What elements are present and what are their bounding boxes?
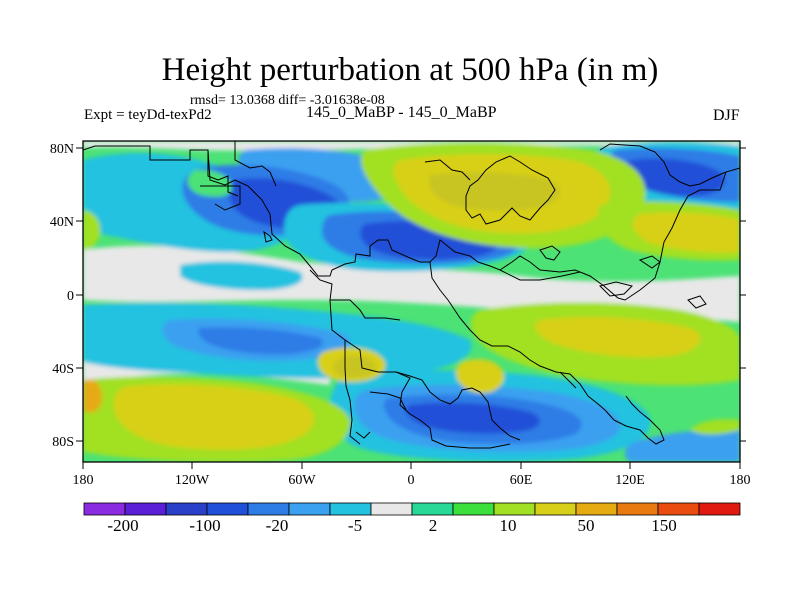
colorbar-swatch (452, 502, 495, 516)
colorbar-swatch (370, 502, 413, 516)
lon-tick-label: 60E (510, 473, 533, 488)
contour-field (83, 141, 740, 462)
season-label: DJF (713, 107, 740, 124)
figure-title: Height perturbation at 500 hPa (in m) (161, 52, 659, 88)
rmsd-diff-stats: rmsd= 13.0368 diff= -3.01638e-08 (190, 93, 385, 108)
colorbar-swatch (698, 502, 741, 516)
colorbar-label: -5 (348, 516, 362, 535)
colorbar-swatch (247, 502, 290, 516)
colorbar-swatch (534, 502, 577, 516)
lat-tick-label: 40S (52, 362, 74, 377)
lon-tick-label: 60W (288, 473, 316, 488)
lon-tick-label: 120W (175, 473, 210, 488)
colorbar-label: -200 (107, 516, 138, 535)
lon-tick-label: 0 (408, 473, 415, 488)
colorbar-swatch (616, 502, 659, 516)
colorbar-label: -20 (266, 516, 289, 535)
colorbar-label: -100 (189, 516, 220, 535)
colorbar (83, 502, 741, 516)
lon-tick-label: 120E (615, 473, 645, 488)
lat-tick-label: 0 (67, 289, 74, 304)
colorbar-swatch (493, 502, 536, 516)
experiment-label: Expt = teyDd-texPd2 (84, 107, 212, 123)
colorbar-swatch (329, 502, 372, 516)
colorbar-swatch (124, 502, 167, 516)
colorbar-swatch (165, 502, 208, 516)
lon-tick-label: 180 (730, 473, 751, 488)
colorbar-label: 10 (500, 516, 517, 535)
lon-tick-label: 180 (73, 473, 94, 488)
colorbar-swatch (288, 502, 331, 516)
colorbar-label: 2 (429, 516, 438, 535)
colorbar-swatch (657, 502, 700, 516)
lat-tick-label: 40N (50, 215, 74, 230)
colorbar-swatch (83, 502, 126, 516)
lat-tick-label: 80N (50, 142, 74, 157)
colorbar-swatch (411, 502, 454, 516)
lat-tick-label: 80S (52, 435, 74, 450)
colorbar-label: 50 (578, 516, 595, 535)
colorbar-swatch (575, 502, 618, 516)
case-label: 145_0_MaBP - 145_0_MaBP (306, 104, 497, 121)
tick-marks (76, 147, 746, 469)
colorbar-swatch (206, 502, 249, 516)
continent-outlines (83, 141, 740, 449)
colorbar-label: 150 (651, 516, 677, 535)
